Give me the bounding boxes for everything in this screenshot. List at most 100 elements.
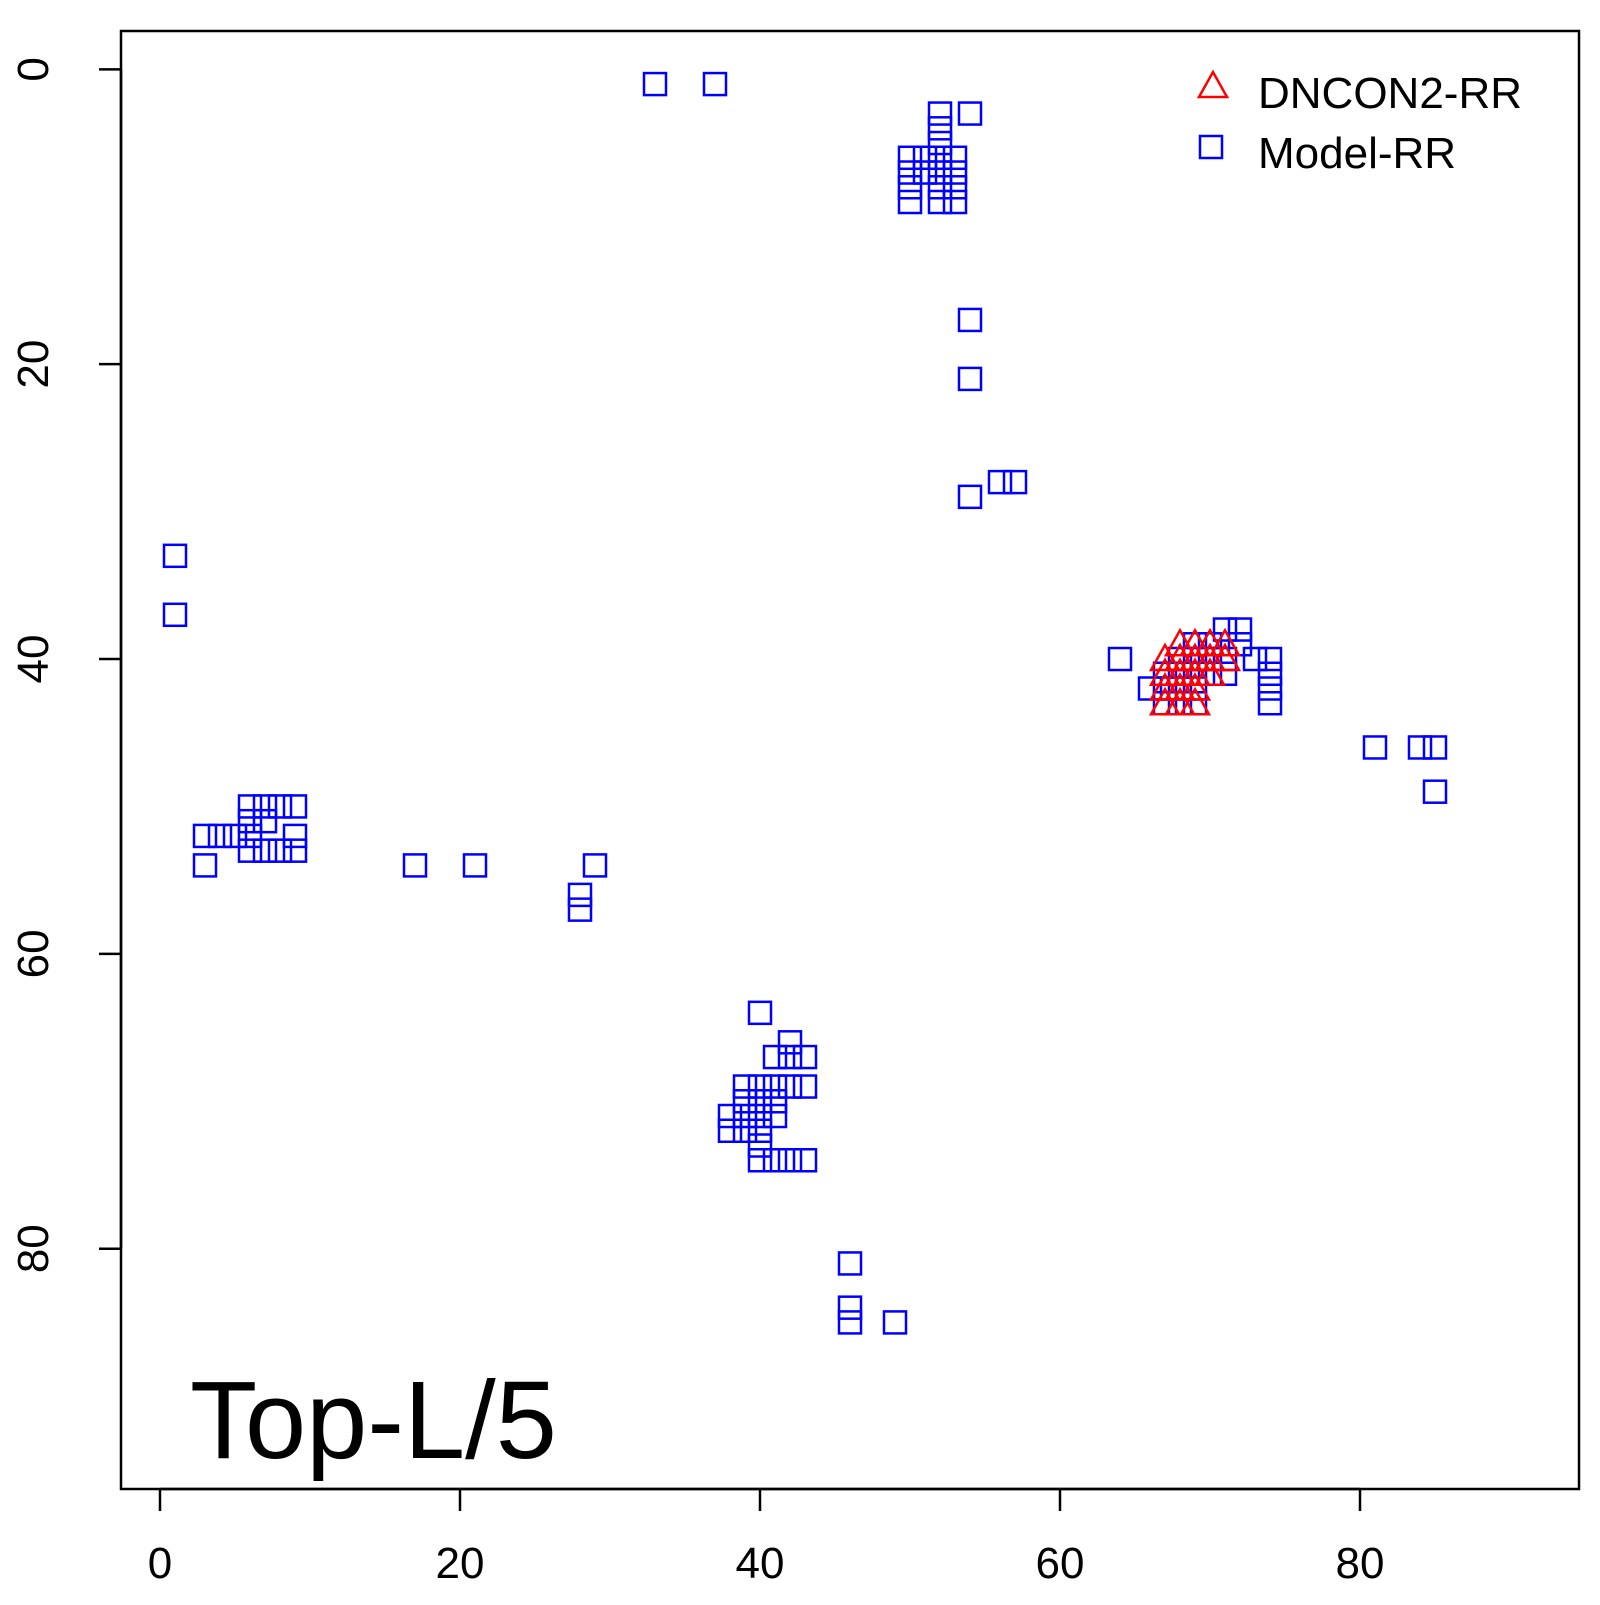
- model-rr-point: [252, 838, 278, 863]
- series-model-rr: [162, 71, 1448, 1335]
- model-rr-point: [777, 1074, 803, 1099]
- model-rr-point: [912, 160, 938, 185]
- legend-label-model-rr: Model-RR: [1258, 129, 1456, 178]
- x-tick-label: 60: [1036, 1539, 1085, 1588]
- series-dncon2-rr: [1148, 627, 1242, 716]
- model-rr-point: [942, 175, 968, 200]
- model-rr-point: [1422, 735, 1448, 760]
- model-rr-point: [192, 853, 218, 878]
- model-rr-point: [927, 160, 953, 185]
- model-rr-point: [402, 853, 428, 878]
- model-rr-point: [912, 145, 938, 171]
- model-rr-point: [747, 1118, 773, 1144]
- y-tick-label: 60: [9, 929, 58, 978]
- model-rr-point: [237, 823, 263, 849]
- x-tick-label: 80: [1336, 1539, 1385, 1588]
- model-rr-point: [1227, 617, 1253, 642]
- model-rr-point: [777, 1044, 803, 1070]
- model-rr-point: [747, 1074, 773, 1099]
- model-rr-point: [897, 189, 923, 215]
- y-tick-label: 0: [9, 57, 58, 81]
- y-tick-label: 40: [9, 635, 58, 684]
- model-rr-point: [1242, 646, 1268, 672]
- model-rr-point: [282, 794, 308, 819]
- model-rr-point: [837, 1251, 863, 1276]
- x-tick-label: 0: [148, 1539, 172, 1588]
- model-rr-point: [192, 823, 218, 849]
- x-tick-label: 40: [736, 1539, 785, 1588]
- model-rr-point: [1257, 676, 1283, 701]
- dncon2-rr-point: [1208, 642, 1242, 672]
- model-rr-point: [927, 116, 953, 141]
- legend-marker-dncon2-rr: [1196, 69, 1230, 99]
- model-rr-point: [702, 71, 728, 97]
- model-rr-point: [747, 1089, 773, 1114]
- model-rr-point: [267, 794, 293, 819]
- model-rr-point: [747, 1147, 773, 1173]
- model-rr-point: [882, 1310, 908, 1335]
- model-rr-point: [267, 838, 293, 863]
- model-rr-point: [1362, 735, 1388, 760]
- model-rr-point: [162, 543, 188, 569]
- model-rr-point: [567, 897, 593, 922]
- model-rr-point: [957, 484, 983, 510]
- model-rr-point: [582, 853, 608, 878]
- model-rr-point: [927, 101, 953, 126]
- model-rr-point: [732, 1074, 758, 1099]
- model-rr-point: [717, 1118, 743, 1144]
- model-rr-point: [942, 145, 968, 171]
- model-rr-point: [777, 1030, 803, 1055]
- model-rr-point: [897, 160, 923, 185]
- x-axis: 0 20 40 60 80: [148, 1487, 1385, 1588]
- model-rr-point: [1212, 617, 1238, 642]
- model-rr-point: [1422, 779, 1448, 804]
- model-rr-point: [927, 175, 953, 200]
- model-rr-point: [747, 1103, 773, 1129]
- model-rr-point: [957, 101, 983, 126]
- dncon2-rr-point: [1208, 627, 1242, 657]
- model-rr-point: [927, 145, 953, 171]
- model-rr-point: [792, 1147, 818, 1173]
- model-rr-point: [282, 823, 308, 849]
- model-rr-point: [237, 808, 263, 834]
- model-rr-point: [282, 838, 308, 863]
- y-tick-label: 80: [9, 1224, 58, 1273]
- model-rr-point: [462, 853, 488, 878]
- model-rr-point: [792, 1044, 818, 1070]
- model-rr-point: [762, 1147, 788, 1173]
- plot-frame: [119, 29, 1581, 1491]
- dncon2-rr-point: [1193, 657, 1227, 687]
- model-rr-point: [252, 808, 278, 834]
- model-rr-point: [747, 1000, 773, 1026]
- model-rr-point: [162, 602, 188, 628]
- chart-annotation: Top-L/5: [190, 1359, 557, 1482]
- model-rr-point: [957, 366, 983, 392]
- model-rr-point: [987, 469, 1013, 495]
- dncon2-rr-point: [1178, 686, 1212, 716]
- model-rr-point: [957, 307, 983, 333]
- model-rr-point: [1257, 646, 1283, 672]
- model-rr-point: [1257, 661, 1283, 687]
- model-rr-point: [732, 1103, 758, 1129]
- model-rr-point: [237, 838, 263, 863]
- model-rr-point: [777, 1147, 803, 1173]
- model-rr-point: [942, 160, 968, 185]
- model-rr-point: [222, 823, 248, 849]
- x-tick-label: 20: [436, 1539, 485, 1588]
- model-rr-point: [762, 1089, 788, 1114]
- model-rr-point: [927, 189, 953, 215]
- model-rr-point: [207, 823, 233, 849]
- model-rr-point: [717, 1103, 743, 1129]
- y-tick-label: 20: [9, 340, 58, 389]
- model-rr-point: [567, 882, 593, 908]
- model-rr-point: [897, 175, 923, 200]
- model-rr-point: [762, 1044, 788, 1070]
- model-rr-point: [897, 145, 923, 171]
- model-rr-point: [732, 1089, 758, 1114]
- model-rr-point: [1407, 735, 1433, 760]
- model-rr-point: [942, 189, 968, 215]
- legend-marker-model-rr: [1198, 134, 1224, 160]
- model-rr-point: [747, 1133, 773, 1158]
